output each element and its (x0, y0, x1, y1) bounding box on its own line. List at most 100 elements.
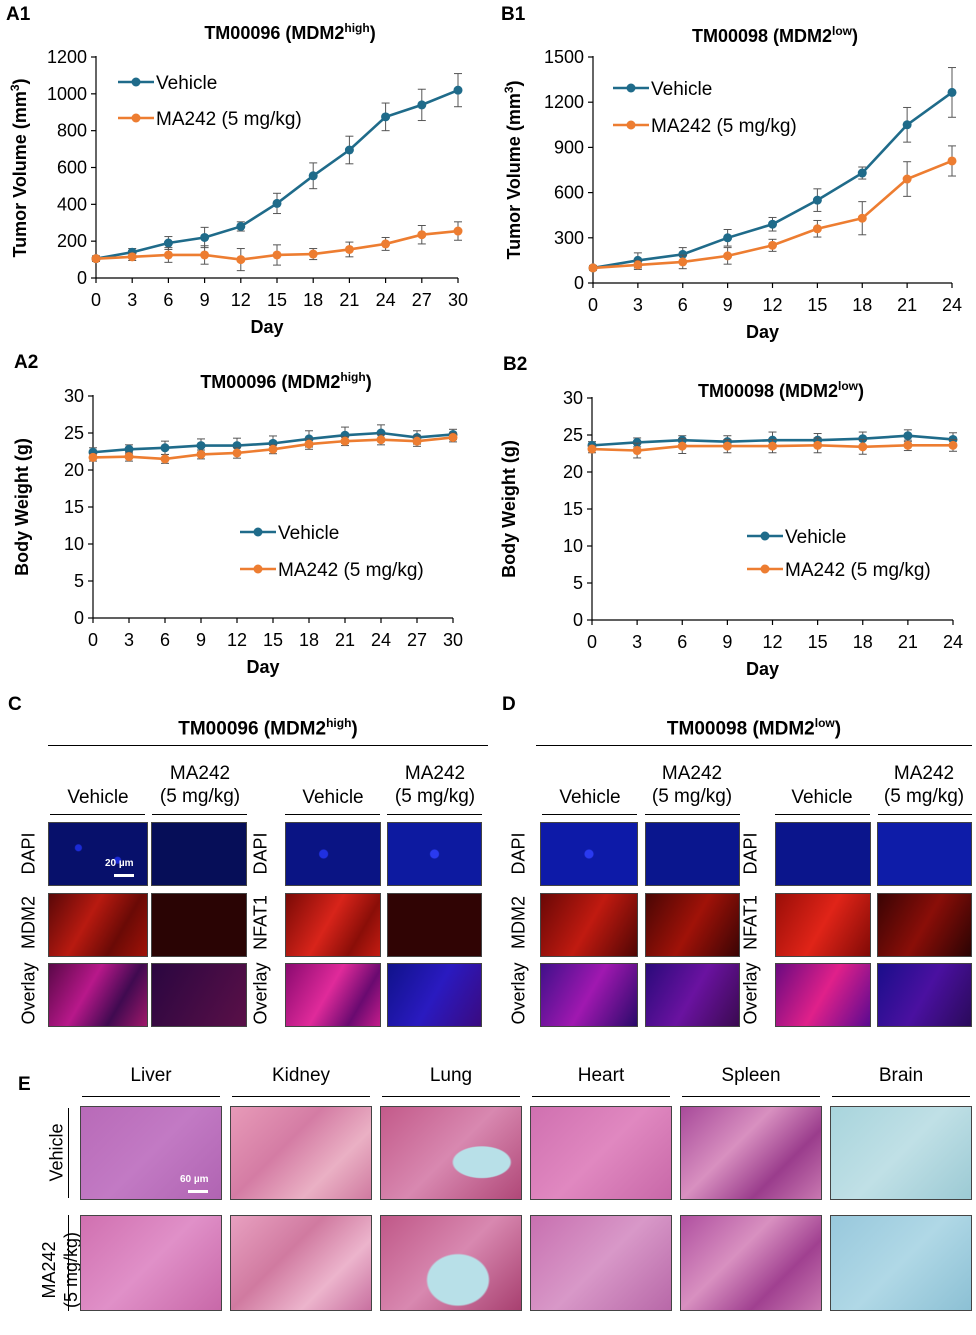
data-point-ma242 (127, 252, 137, 262)
data-point-ma242 (678, 257, 688, 267)
data-point-ma242 (677, 441, 687, 451)
chart-b2: B2 TM00098 (MDM2low) 0 5 10 15 20 25 30 0 3 6 9 12 15 1… (499, 354, 963, 679)
legend-marker-ma242 (131, 113, 141, 123)
x-tick-label: 21 (335, 630, 355, 650)
c-img-vehicle-nfat1 (285, 893, 381, 957)
d-col-vehicle-1: Vehicle (559, 787, 621, 808)
c-img-vehicle-dapi-2 (285, 822, 381, 886)
d-img-ma242-overlay (645, 963, 740, 1027)
c-img-ma242-dapi (151, 822, 247, 886)
chart-title: TM00098 (MDM2low) (692, 24, 858, 46)
panel-c-title: TM00096 (MDM2high) (178, 716, 358, 740)
data-point-vehicle (902, 120, 912, 130)
data-point-vehicle (381, 112, 391, 122)
panel-label-b1: B1 (501, 4, 526, 25)
legend-marker-ma242 (626, 120, 636, 130)
y-tick-label: 800 (57, 121, 87, 141)
x-tick-label: 30 (448, 290, 468, 310)
data-point-vehicle (947, 87, 957, 97)
data-point-vehicle (236, 221, 246, 231)
y-tick-label: 25 (563, 425, 583, 445)
x-tick-label: 15 (808, 632, 828, 652)
data-point-ma242 (632, 446, 642, 456)
data-point-vehicle (163, 238, 173, 248)
data-point-ma242 (376, 435, 386, 445)
data-point-ma242 (722, 441, 732, 451)
x-axis-label: Day (250, 317, 283, 337)
data-point-ma242 (417, 230, 427, 240)
data-point-ma242 (903, 440, 913, 450)
e-organ-rule (232, 1096, 370, 1097)
data-point-ma242 (308, 249, 318, 259)
c-img-ma242-overlay-2 (387, 963, 482, 1027)
c-img-vehicle-overlay-2 (285, 963, 381, 1027)
legend-marker-vehicle (760, 531, 770, 541)
x-tick-label: 9 (196, 630, 206, 650)
data-point-ma242 (587, 444, 597, 454)
data-point-vehicle (858, 434, 868, 444)
c-row-overlay: Overlay (18, 962, 39, 1025)
data-point-ma242 (768, 441, 777, 451)
e-scale-bar (188, 1190, 208, 1193)
e-img-vehicle-brain (830, 1106, 972, 1200)
x-tick-label: 12 (762, 295, 782, 315)
y-tick-label: 5 (573, 573, 583, 593)
x-tick-label: 24 (371, 630, 391, 650)
c-row-mdm2: MDM2 (18, 896, 39, 949)
data-point-ma242 (633, 260, 643, 270)
c-img-ma242-overlay (151, 963, 247, 1027)
e-img-vehicle-lung (380, 1106, 522, 1200)
c-img-ma242-mdm2 (151, 893, 247, 957)
y-tick-label: 1200 (544, 92, 584, 112)
y-tick-label: 0 (77, 268, 87, 288)
x-tick-label: 6 (160, 630, 170, 650)
x-tick-label: 27 (407, 630, 427, 650)
e-img-vehicle-heart (530, 1106, 672, 1200)
c-row-dapi: DAPI (18, 832, 39, 875)
data-point-ma242 (813, 440, 823, 450)
c-row-overlay-2: Overlay (250, 962, 271, 1025)
legend-marker-ma242 (253, 564, 263, 574)
d-row-dapi-2: DAPI (740, 832, 761, 875)
c-col-ma242-2: MA242 (5 mg/kg) (394, 763, 476, 807)
y-tick-label: 0 (574, 273, 584, 293)
d-img-vehicle-overlay-2 (775, 963, 871, 1027)
y-tick-label: 20 (64, 460, 84, 480)
data-point-vehicle (632, 437, 642, 447)
data-point-ma242 (858, 442, 868, 452)
x-tick-label: 0 (91, 290, 101, 310)
x-tick-label: 6 (163, 290, 173, 310)
y-tick-label: 400 (57, 194, 87, 214)
c-col-rule (285, 814, 380, 815)
chart-b1: B1 TM00098 (MDM2low) 0 300 600 900 1200 1500 0 3 6… (501, 4, 962, 342)
x-axis-label: Day (746, 659, 779, 679)
legend-label-ma242: MA242 (5 mg/kg) (785, 560, 931, 581)
chart-a2: A2 TM00096 (MDM2high) 0 5 10 15 20 25 30 0 3 6 9 12 15… (12, 352, 463, 677)
e-organ-rule (682, 1096, 820, 1097)
x-tick-label: 30 (443, 630, 463, 650)
x-tick-label: 24 (942, 295, 962, 315)
x-tick-label: 0 (587, 632, 597, 652)
y-axis-label: Tumor Volume (mm3) (8, 78, 30, 257)
d-col-rule (645, 814, 740, 815)
data-point-ma242 (124, 452, 134, 462)
y-tick-label: 30 (563, 388, 583, 408)
e-organ-lung: Lung (429, 1065, 473, 1086)
x-tick-label: 15 (267, 290, 287, 310)
d-img-vehicle-overlay (540, 963, 638, 1027)
e-organ-rule (382, 1096, 520, 1097)
y-axis-label: Tumor Volume (mm3) (502, 80, 524, 259)
data-point-ma242 (268, 444, 278, 454)
legend-marker-vehicle (253, 527, 263, 537)
y-tick-label: 1200 (47, 47, 87, 67)
panel-label-a2: A2 (14, 352, 38, 373)
data-point-ma242 (196, 449, 206, 459)
y-tick-label: 600 (57, 158, 87, 178)
e-organ-rule (532, 1096, 670, 1097)
d-row-overlay: Overlay (508, 962, 529, 1025)
x-tick-label: 18 (852, 295, 872, 315)
data-point-ma242 (453, 226, 463, 236)
c-img-ma242-nfat1 (387, 893, 482, 957)
d-col-rule (775, 814, 870, 815)
x-tick-label: 3 (632, 632, 642, 652)
